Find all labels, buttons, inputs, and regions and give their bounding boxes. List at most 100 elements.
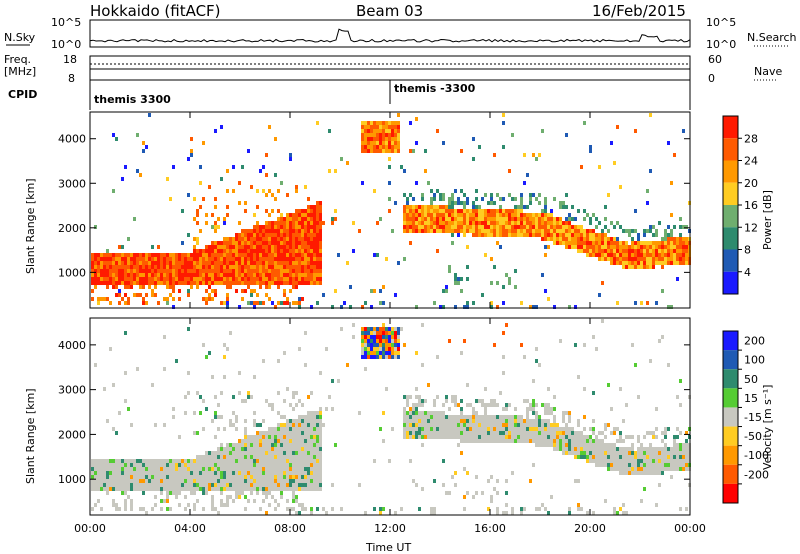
data-cell [373,189,376,193]
data-cell [376,141,379,145]
data-cell [280,495,283,499]
data-cell [601,447,604,451]
data-cell [472,411,475,415]
data-cell [277,253,280,257]
data-cell [685,225,688,229]
data-cell [580,443,583,447]
data-cell [652,467,655,471]
data-cell [172,269,175,273]
data-cell [271,495,274,499]
data-cell [466,383,469,387]
data-cell [145,265,148,269]
data-cell [274,265,277,269]
data-cell [292,241,295,245]
data-cell [217,415,220,419]
data-cell [610,443,613,447]
y-tick-label: 2000 [58,222,86,235]
data-cell [490,301,493,305]
data-cell [529,479,532,483]
data-cell [565,439,568,443]
data-cell [385,149,388,153]
data-cell [496,435,499,439]
power-heatmap [91,113,691,309]
data-cell [142,463,145,467]
data-cell [268,467,271,471]
data-cell [208,253,211,257]
data-cell [484,423,487,427]
data-cell [133,487,136,491]
data-cell [622,241,625,245]
data-cell [586,245,589,249]
data-cell [361,181,364,185]
data-cell [628,233,631,237]
data-cell [226,257,229,261]
data-cell [187,293,190,297]
data-cell [577,443,580,447]
data-cell [229,443,232,447]
data-cell [511,511,514,515]
data-cell [430,229,433,233]
data-cell [292,427,295,431]
data-cell [472,209,475,213]
data-cell [523,217,526,221]
data-cell [454,273,457,277]
data-cell [124,487,127,491]
data-cell [304,431,307,435]
data-cell [265,475,268,479]
data-cell [238,281,241,285]
colorbar-swatch [723,445,738,465]
data-cell [238,221,241,225]
data-cell [454,201,457,205]
data-cell [541,427,544,431]
data-cell [550,439,553,443]
data-cell [493,427,496,431]
data-cell [301,503,304,507]
data-cell [268,245,271,249]
data-cell [598,249,601,253]
data-cell [250,447,253,451]
data-cell [445,229,448,233]
data-cell [421,435,424,439]
data-cell [142,475,145,479]
data-cell [679,459,682,463]
data-cell [562,431,565,435]
data-cell [463,423,466,427]
data-cell [139,277,142,281]
data-cell [367,137,370,141]
data-cell [265,495,268,499]
data-cell [235,253,238,257]
data-cell [658,459,661,463]
data-cell [346,161,349,165]
data-cell [97,281,100,285]
data-cell [187,257,190,261]
data-cell [169,463,172,467]
data-cell [310,475,313,479]
data-cell [247,439,250,443]
data-cell [460,419,463,423]
data-cell [466,301,469,305]
data-cell [259,269,262,273]
data-cell [271,443,274,447]
data-cell [319,431,322,435]
data-cell [484,431,487,435]
data-cell [235,491,238,495]
data-cell [652,455,655,459]
data-cell [559,221,562,225]
data-cell [391,125,394,129]
data-cell [316,205,319,209]
data-cell [178,277,181,281]
data-cell [463,431,466,435]
data-cell [316,265,319,269]
data-cell [631,237,634,241]
colorbar-tick-label: 24 [744,155,758,168]
data-cell [298,511,301,515]
data-cell [145,145,148,149]
data-cell [199,483,202,487]
data-cell [520,511,523,515]
data-cell [439,415,442,419]
data-cell [586,237,589,241]
data-cell [190,273,193,277]
data-cell [529,439,532,443]
data-cell [292,471,295,475]
data-cell [217,265,220,269]
